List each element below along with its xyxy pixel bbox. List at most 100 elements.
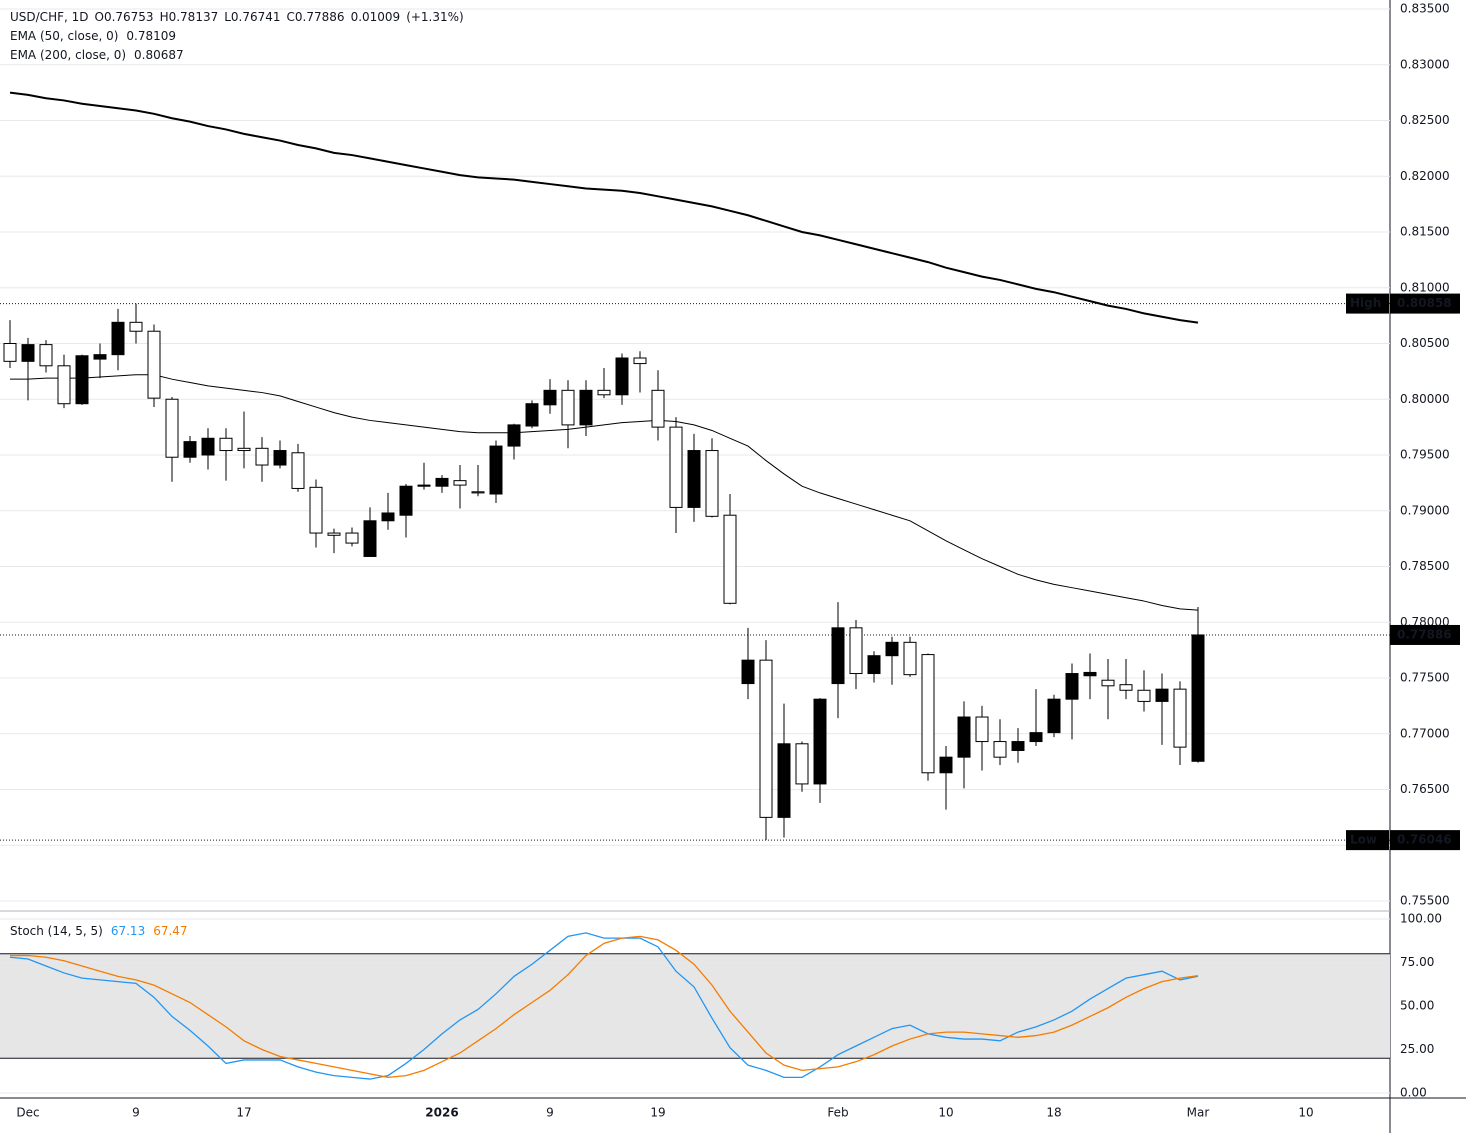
candle-body	[21, 344, 35, 362]
candle-body	[1173, 688, 1187, 748]
candle-body	[597, 389, 611, 396]
indicator-line	[9, 932, 1199, 1080]
legend-close: C0.77886	[287, 10, 345, 24]
candle-body	[1191, 634, 1205, 762]
x-tick-label: Dec	[16, 1106, 39, 1120]
candle-body	[435, 477, 449, 487]
candle-body	[1047, 698, 1061, 734]
legend-entry: EMA (50, close, 0) 0.78109	[10, 29, 176, 43]
last-price-box	[1390, 624, 1460, 645]
price-tag-value: 0.80858	[1397, 296, 1452, 310]
candle-body	[1083, 671, 1097, 677]
legend-entry: EMA (200, close, 0) 0.80687	[10, 48, 184, 62]
x-tick-label: 18	[1046, 1106, 1061, 1120]
y-tick-label: 0.83500	[1400, 2, 1450, 16]
legend-value: 67.47	[153, 924, 187, 938]
legend-name: EMA (50, close, 0)	[10, 29, 118, 43]
candle-body	[57, 365, 71, 405]
candle-body	[111, 321, 125, 356]
legend-value: 67.13	[111, 924, 145, 938]
candle-body	[417, 484, 431, 487]
y-tick-label: 0.83000	[1400, 57, 1450, 71]
y-tick-label: 0.77000	[1400, 726, 1450, 740]
indicator-line	[10, 935, 1199, 1078]
y-tick-label: 0.00	[1400, 1086, 1427, 1100]
price-tag-value-box	[1390, 830, 1460, 851]
candle-body	[561, 389, 575, 426]
x-tick-label: 2026	[425, 1106, 458, 1120]
legend-name: EMA (200, close, 0)	[10, 48, 126, 62]
y-tick-label: 0.78500	[1400, 559, 1450, 573]
legend-value: 0.80687	[134, 48, 184, 62]
candle-body	[147, 330, 161, 399]
candle-body	[705, 450, 719, 517]
y-tick-label: 50.00	[1400, 999, 1434, 1013]
candle-body	[1137, 689, 1151, 702]
candle-body	[831, 627, 845, 685]
candle-body	[1101, 679, 1115, 687]
price-tag-label: Low	[1350, 833, 1377, 847]
candle-body	[273, 450, 287, 466]
candle-body	[237, 447, 251, 452]
candle-body	[849, 627, 863, 675]
price-tag-label-box	[1346, 293, 1389, 314]
candle-body	[957, 716, 971, 758]
candle-body	[3, 343, 17, 362]
x-tick-label: Feb	[827, 1106, 848, 1120]
candle-body	[381, 512, 395, 522]
legend-high: H0.78137	[160, 10, 219, 24]
x-tick-label: 9	[546, 1106, 554, 1120]
x-tick-label: 10	[1298, 1106, 1313, 1120]
y-tick-label: 0.79000	[1400, 503, 1450, 517]
x-tick-label: 19	[650, 1106, 665, 1120]
y-tick-label: 0.80500	[1400, 336, 1450, 350]
y-tick-label: 75.00	[1400, 955, 1434, 969]
candle-body	[633, 357, 647, 365]
candle-body	[1029, 732, 1043, 743]
candle-body	[525, 403, 539, 427]
candle-body	[453, 480, 467, 486]
legend-open: O0.76753	[95, 10, 154, 24]
candle-body	[579, 389, 593, 426]
candle-body	[921, 654, 935, 774]
candle-body	[183, 441, 197, 458]
y-tick-label: 0.77500	[1400, 671, 1450, 685]
y-tick-label: 0.81000	[1400, 280, 1450, 294]
candle-body	[867, 655, 881, 675]
candle-body	[93, 354, 107, 360]
price-tag-label-box	[1346, 830, 1389, 851]
legend-low: L0.76741	[224, 10, 280, 24]
candle-body	[795, 743, 809, 785]
y-tick-label: 0.76500	[1400, 782, 1450, 796]
candle-body	[669, 426, 683, 508]
legend-header: USD/CHF, 1D O0.76753 H0.78137 L0.76741 C0.77…	[10, 10, 464, 24]
price-tag-label: High	[1350, 296, 1381, 310]
indicator-line	[10, 374, 1199, 611]
candle-body	[363, 520, 377, 557]
legend-change_pct: (+1.31%)	[406, 10, 464, 24]
y-tick-label: 0.82500	[1400, 113, 1450, 127]
candle-body	[471, 491, 485, 494]
candle-body	[291, 452, 305, 489]
legend-change: 0.01009	[351, 10, 401, 24]
y-tick-label: 0.80000	[1400, 392, 1450, 406]
candle-body	[1065, 673, 1079, 700]
candle-body	[399, 485, 413, 516]
candle-body	[939, 756, 953, 774]
x-tick-label: 10	[938, 1106, 953, 1120]
candle-body	[219, 437, 233, 452]
legend-symbol: USD/CHF, 1D	[10, 10, 89, 24]
candle-body	[615, 357, 629, 396]
candle-body	[741, 659, 755, 685]
candle-body	[687, 450, 701, 508]
candle-body	[129, 321, 143, 332]
candle-body	[1119, 684, 1133, 691]
candle-body	[327, 532, 341, 536]
last-price-label: 0.77886	[1397, 627, 1452, 641]
candle-body	[165, 398, 179, 458]
candle-body	[201, 437, 215, 456]
candle-body	[309, 486, 323, 534]
legend-entry: Stoch (14, 5, 5) 67.13 67.47	[10, 924, 188, 938]
